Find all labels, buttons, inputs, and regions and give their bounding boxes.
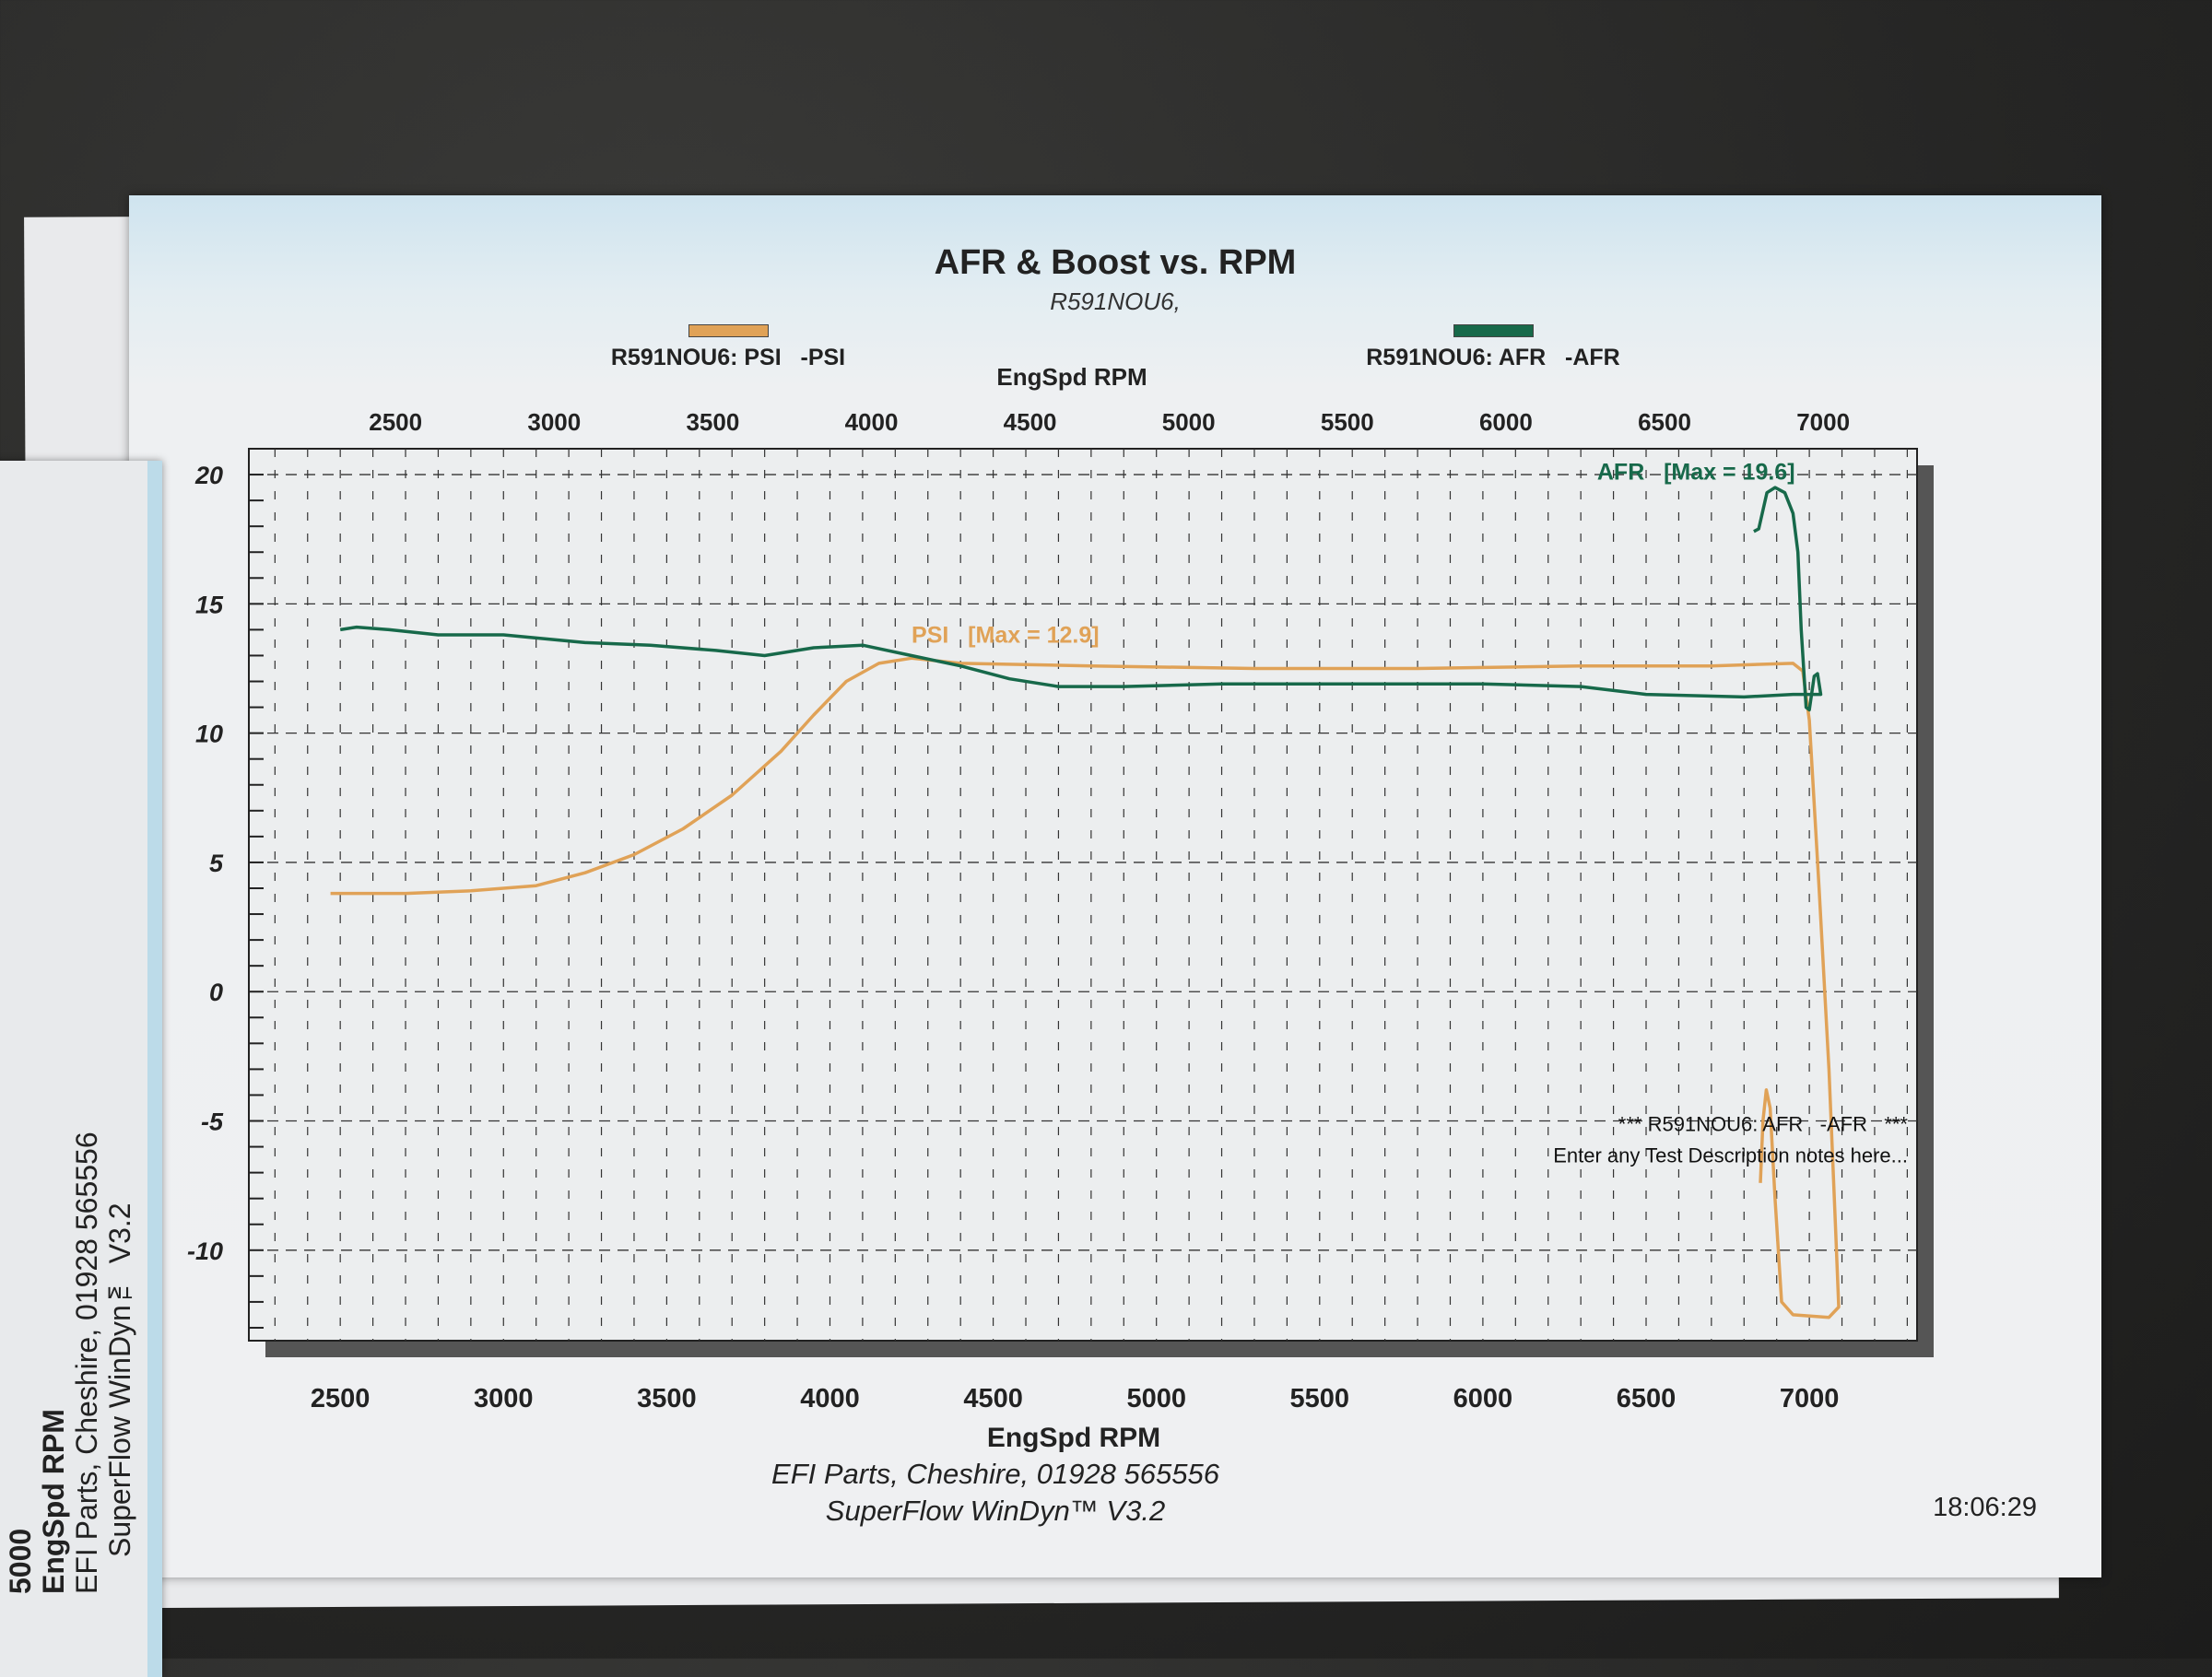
x-tick-label-bottom: 2500 (311, 1384, 371, 1413)
x-tick-label-top: 6000 (1479, 408, 1533, 436)
psi-max-annotation: PSI [Max = 12.9] (912, 622, 1100, 648)
side-sheet-text: 5000 EngSpd RPM EFI Parts, Cheshire, 019… (4, 894, 136, 1594)
side-sheet: 5000 EngSpd RPM EFI Parts, Cheshire, 019… (0, 461, 162, 1677)
x-tick-label-top: 7000 (1796, 408, 1850, 436)
test-note-title: *** R591NOU6: AFR -AFR *** (1618, 1113, 1909, 1136)
side-software: SuperFlow WinDyn™ V3.2 (103, 1202, 136, 1557)
y-tick-label: 5 (209, 850, 224, 877)
y-tick-label: 15 (195, 591, 224, 618)
afr-line (339, 486, 1823, 712)
legend-label-afr: R591NOU6: AFR -AFR (1366, 345, 1620, 370)
x-tick-label-bottom: 4000 (800, 1384, 860, 1413)
test-note-description: Enter any Test Description notes here... (1553, 1143, 1908, 1167)
side-tick: 5000 (4, 1528, 37, 1594)
x-tick-label-top: 4500 (1004, 408, 1057, 436)
y-tick-label: 0 (209, 979, 223, 1006)
x-tick-label-bottom: 5000 (1126, 1384, 1186, 1413)
x-tick-label-bottom: 4500 (963, 1384, 1023, 1413)
side-xlabel: EngSpd RPM (37, 1409, 70, 1594)
chart-title: AFR & Boost vs. RPM (934, 243, 1297, 282)
x-tick-label-bottom: 6500 (1617, 1384, 1677, 1413)
print-time: 18:06:29 (1933, 1493, 2037, 1522)
legend-swatch-afr (1453, 324, 1534, 337)
side-company: EFI Parts, Cheshire, 01928 565556 (70, 1132, 103, 1594)
x-axis-label-bottom: EngSpd RPM (987, 1423, 1160, 1453)
footer-software: SuperFlow WinDyn™ V3.2 (825, 1495, 1166, 1527)
chart-subtitle: R591NOU6, (1050, 287, 1181, 315)
y-tick-label: 20 (194, 462, 223, 489)
legend-item-afr: R591NOU6: AFR -AFR (1309, 324, 1677, 371)
legend-item-psi: R591NOU6: PSI -PSI (553, 324, 903, 371)
x-tick-label-bottom: 3500 (637, 1384, 697, 1413)
x-tick-label-bottom: 6000 (1453, 1384, 1513, 1413)
x-tick-label-top: 5500 (1321, 408, 1374, 436)
x-tick-label-top: 5000 (1162, 408, 1216, 436)
x-tick-label-top: 3000 (527, 408, 581, 436)
x-axis-label-top: EngSpd RPM (996, 363, 1147, 391)
x-tick-label-bottom: 3000 (474, 1384, 534, 1413)
footer-company: EFI Parts, Cheshire, 01928 565556 (771, 1458, 1219, 1490)
x-tick-label-bottom: 5500 (1290, 1384, 1350, 1413)
y-tick-label: 10 (195, 721, 223, 748)
x-tick-label-top: 2500 (369, 408, 422, 436)
legend-swatch-psi (688, 324, 769, 337)
x-tick-label-top: 6500 (1638, 408, 1691, 436)
afr-max-annotation: AFR [Max = 19.6] (1597, 460, 1795, 486)
legend-label-psi: R591NOU6: PSI -PSI (610, 345, 846, 370)
psi-line (330, 656, 1841, 1319)
y-tick-label: -10 (187, 1237, 223, 1265)
x-tick-label-top: 3500 (686, 408, 739, 436)
x-tick-label-top: 4000 (845, 408, 899, 436)
y-tick-label: -5 (201, 1108, 224, 1136)
x-tick-label-bottom: 7000 (1780, 1384, 1840, 1413)
plot-area (248, 448, 1918, 1342)
